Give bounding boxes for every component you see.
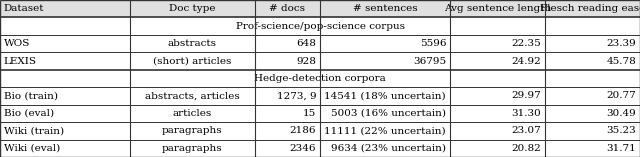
Text: 14541 (18% uncertain): 14541 (18% uncertain) <box>324 91 446 100</box>
Text: 35.23: 35.23 <box>607 126 636 135</box>
Text: 20.82: 20.82 <box>512 144 541 153</box>
Text: Bio (eval): Bio (eval) <box>4 109 54 118</box>
Text: 15: 15 <box>303 109 316 118</box>
Text: Doc type: Doc type <box>169 4 216 13</box>
Text: 2346: 2346 <box>290 144 316 153</box>
Text: 9634 (23% uncertain): 9634 (23% uncertain) <box>331 144 446 153</box>
Text: 648: 648 <box>296 39 316 48</box>
Text: abstracts, articles: abstracts, articles <box>145 91 240 100</box>
Text: 5596: 5596 <box>420 39 446 48</box>
Text: 22.35: 22.35 <box>512 39 541 48</box>
Text: 31.30: 31.30 <box>512 109 541 118</box>
Text: Dataset: Dataset <box>4 4 44 13</box>
Text: abstracts: abstracts <box>168 39 217 48</box>
Text: Flesch reading ease: Flesch reading ease <box>540 4 640 13</box>
Text: articles: articles <box>173 109 212 118</box>
Text: Avg sentence length: Avg sentence length <box>444 4 551 13</box>
Text: # sentences: # sentences <box>353 4 417 13</box>
Text: 928: 928 <box>296 57 316 66</box>
Text: # docs: # docs <box>269 4 305 13</box>
Bar <box>0 0 640 17</box>
Text: Wiki (train): Wiki (train) <box>4 126 64 135</box>
Text: 36795: 36795 <box>413 57 446 66</box>
Text: Wiki (eval): Wiki (eval) <box>4 144 60 153</box>
Text: 23.39: 23.39 <box>607 39 636 48</box>
Text: 30.49: 30.49 <box>607 109 636 118</box>
Text: 5003 (16% uncertain): 5003 (16% uncertain) <box>331 109 446 118</box>
Text: 2186: 2186 <box>290 126 316 135</box>
Text: 11111 (22% uncertain): 11111 (22% uncertain) <box>324 126 446 135</box>
Text: 1273, 9: 1273, 9 <box>276 91 316 100</box>
Text: 29.97: 29.97 <box>512 91 541 100</box>
Text: 20.77: 20.77 <box>607 91 636 100</box>
Text: LEXIS: LEXIS <box>4 57 37 66</box>
Text: 31.71: 31.71 <box>607 144 636 153</box>
Text: 24.92: 24.92 <box>512 57 541 66</box>
Text: paragraphs: paragraphs <box>162 144 223 153</box>
Text: 23.07: 23.07 <box>512 126 541 135</box>
Text: Bio (train): Bio (train) <box>4 91 58 100</box>
Text: paragraphs: paragraphs <box>162 126 223 135</box>
Text: Hedge-detection corpora: Hedge-detection corpora <box>254 74 386 83</box>
Text: Prof-science/pop-science corpus: Prof-science/pop-science corpus <box>236 22 404 31</box>
Text: (short) articles: (short) articles <box>153 57 232 66</box>
Text: WOS: WOS <box>4 39 30 48</box>
Text: 45.78: 45.78 <box>607 57 636 66</box>
